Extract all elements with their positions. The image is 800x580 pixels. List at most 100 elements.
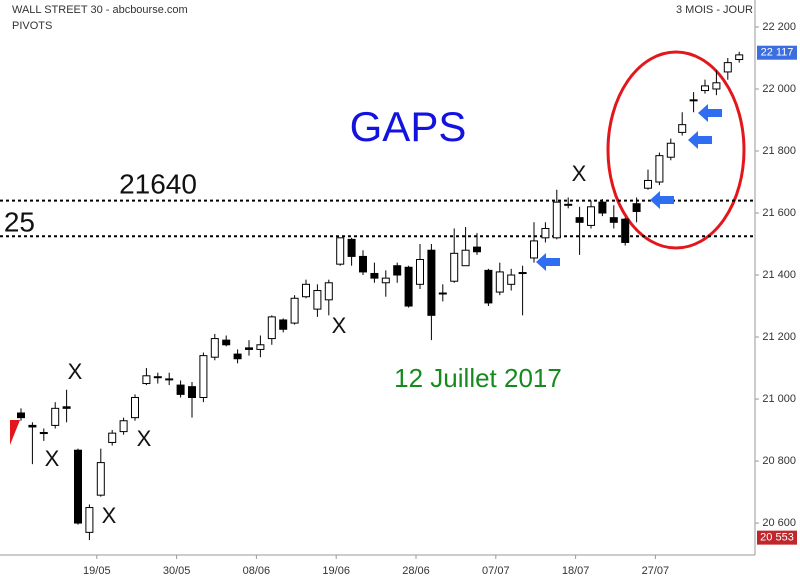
candle-body (427, 249, 436, 316)
y-tick-label: 21 200 (762, 331, 796, 343)
candle-body (666, 142, 675, 158)
y-tick-label: 21 000 (762, 393, 796, 405)
candle-body (723, 62, 732, 73)
last-price-box (757, 45, 797, 60)
candle-body (210, 338, 219, 358)
last-price-label: 22 117 (761, 47, 794, 59)
y-tick-label: 22 000 (762, 83, 796, 95)
candle-body (393, 265, 402, 276)
candle-body (507, 274, 516, 285)
candle-body (359, 255, 367, 273)
highlight-ellipse (606, 50, 746, 250)
level-label: 21640 (119, 168, 197, 199)
candle-body (336, 237, 345, 265)
chart-title: WALL STREET 30 - abcbourse.com (12, 4, 188, 16)
candle-body (119, 420, 128, 433)
candle-body (222, 339, 231, 346)
level-label: 25 (4, 206, 35, 237)
candle-body (450, 252, 459, 282)
annotation: 12 Juillet 2017 (394, 363, 562, 393)
annotation: X (45, 446, 60, 471)
candle-body (438, 292, 447, 295)
candle-body (324, 282, 333, 301)
candle-body (404, 266, 413, 307)
period-label: 3 MOIS - JOUR (676, 4, 753, 16)
candle-body (17, 412, 25, 419)
candle-body (176, 384, 185, 395)
y-tick-label: 22 200 (762, 21, 796, 33)
gap-arrow (650, 191, 674, 209)
candle-body (381, 277, 390, 284)
x-tick-label: 08/06 (243, 565, 271, 577)
annotation: X (68, 359, 83, 384)
candle-body (188, 386, 196, 398)
candle-body (495, 271, 504, 293)
y-tick-label: 20 800 (762, 455, 796, 467)
candle-body (290, 297, 299, 324)
candle-body (587, 206, 595, 226)
gap-arrow (688, 131, 712, 149)
candle-body (518, 272, 527, 275)
candle-body (598, 201, 607, 214)
candle-body (701, 85, 709, 92)
gap-arrow (536, 253, 560, 271)
red-marker (10, 420, 20, 445)
x-tick-label: 27/07 (642, 565, 670, 577)
y-tick-label: 21 800 (762, 145, 796, 157)
x-tick-label: 19/05 (83, 565, 111, 577)
x-tick-label: 28/06 (402, 565, 430, 577)
candle-body (313, 290, 322, 310)
low-price-box (757, 530, 797, 545)
candle-body (712, 82, 721, 90)
candle-body (199, 355, 208, 398)
candle-body (28, 424, 37, 428)
candle-body (644, 179, 652, 189)
x-tick-label: 19/06 (322, 565, 350, 577)
chart-subtitle: PIVOTS (12, 20, 52, 32)
candle-body (96, 462, 105, 496)
candle-body (735, 54, 744, 61)
candle-body (245, 347, 253, 350)
candle-body (108, 432, 117, 443)
candle-body (461, 249, 470, 267)
candle-body (530, 240, 538, 259)
low-price-label: 20 553 (760, 532, 794, 544)
candle-body (267, 316, 276, 340)
candle-body (575, 217, 584, 223)
candle-body (131, 396, 139, 419)
candle-body (74, 449, 82, 524)
annotation: X (137, 426, 152, 451)
candle-body (416, 259, 424, 285)
candle-body (621, 218, 630, 243)
y-tick-label: 21 600 (762, 207, 796, 219)
candle-body (153, 376, 162, 379)
candle-body (689, 99, 698, 102)
x-tick-label: 07/07 (482, 565, 510, 577)
annotation: X (332, 313, 347, 338)
candle-body (632, 203, 641, 212)
candle-body (473, 246, 481, 253)
annotation: X (102, 503, 117, 528)
candle-body (484, 269, 493, 304)
annotation: GAPS (350, 103, 467, 150)
candle-body (62, 406, 71, 409)
y-tick-label: 21 400 (762, 269, 796, 281)
candle-body (347, 238, 356, 257)
candle-body (609, 217, 618, 223)
y-tick-label: 20 600 (762, 517, 796, 529)
candle-body (85, 507, 94, 533)
candle-body (564, 203, 573, 206)
candle-body (279, 319, 288, 330)
candle-body (142, 375, 151, 385)
x-tick-label: 30/05 (163, 565, 191, 577)
candle-body (256, 344, 265, 350)
annotation: X (572, 161, 587, 186)
candle-body (39, 432, 48, 435)
candle-body (655, 155, 664, 183)
candle-body (552, 201, 561, 239)
candle-body (678, 124, 687, 133)
candle-body (370, 272, 379, 279)
x-tick-label: 18/07 (562, 565, 590, 577)
candle-body (233, 353, 242, 360)
